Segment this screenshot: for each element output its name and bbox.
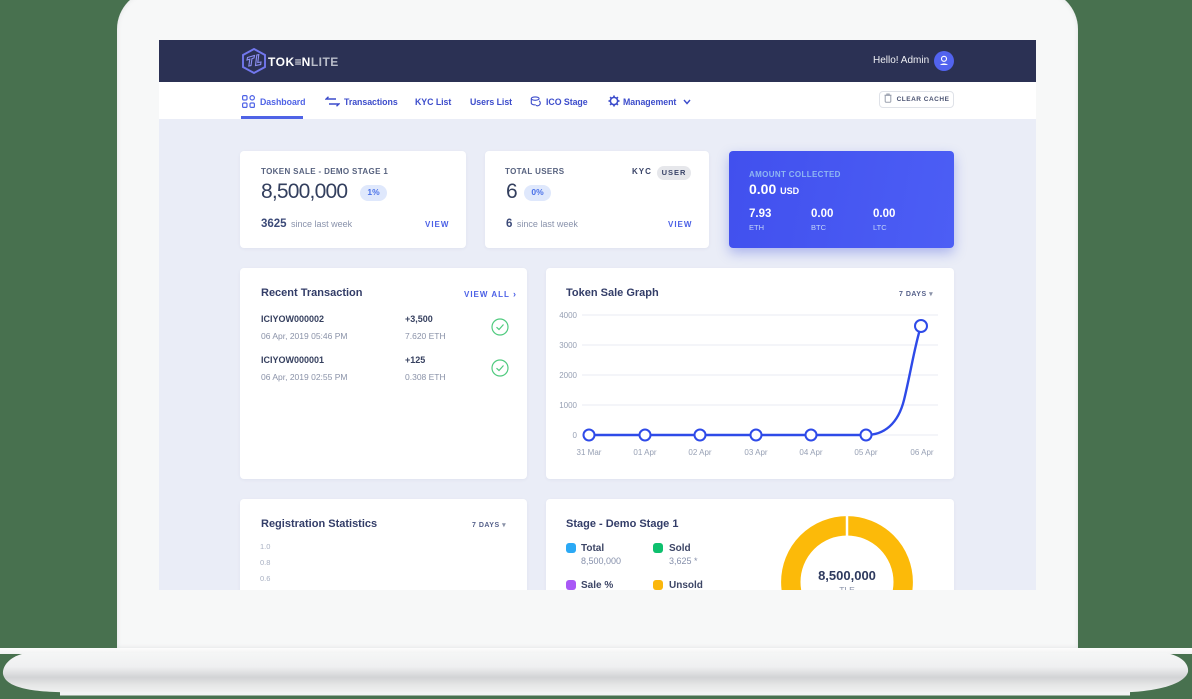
svg-text:02 Apr: 02 Apr bbox=[688, 448, 711, 457]
svg-text:1000: 1000 bbox=[559, 401, 577, 410]
svg-text:05 Apr: 05 Apr bbox=[854, 448, 877, 457]
svg-text:2000: 2000 bbox=[559, 371, 577, 380]
svg-text:0: 0 bbox=[573, 431, 578, 440]
svg-text:04 Apr: 04 Apr bbox=[799, 448, 822, 457]
svg-text:31 Mar: 31 Mar bbox=[577, 448, 602, 457]
svg-text:4000: 4000 bbox=[559, 311, 577, 320]
svg-text:01 Apr: 01 Apr bbox=[633, 448, 656, 457]
svg-text:3000: 3000 bbox=[559, 341, 577, 350]
svg-text:06 Apr: 06 Apr bbox=[910, 448, 933, 457]
svg-text:03 Apr: 03 Apr bbox=[744, 448, 767, 457]
